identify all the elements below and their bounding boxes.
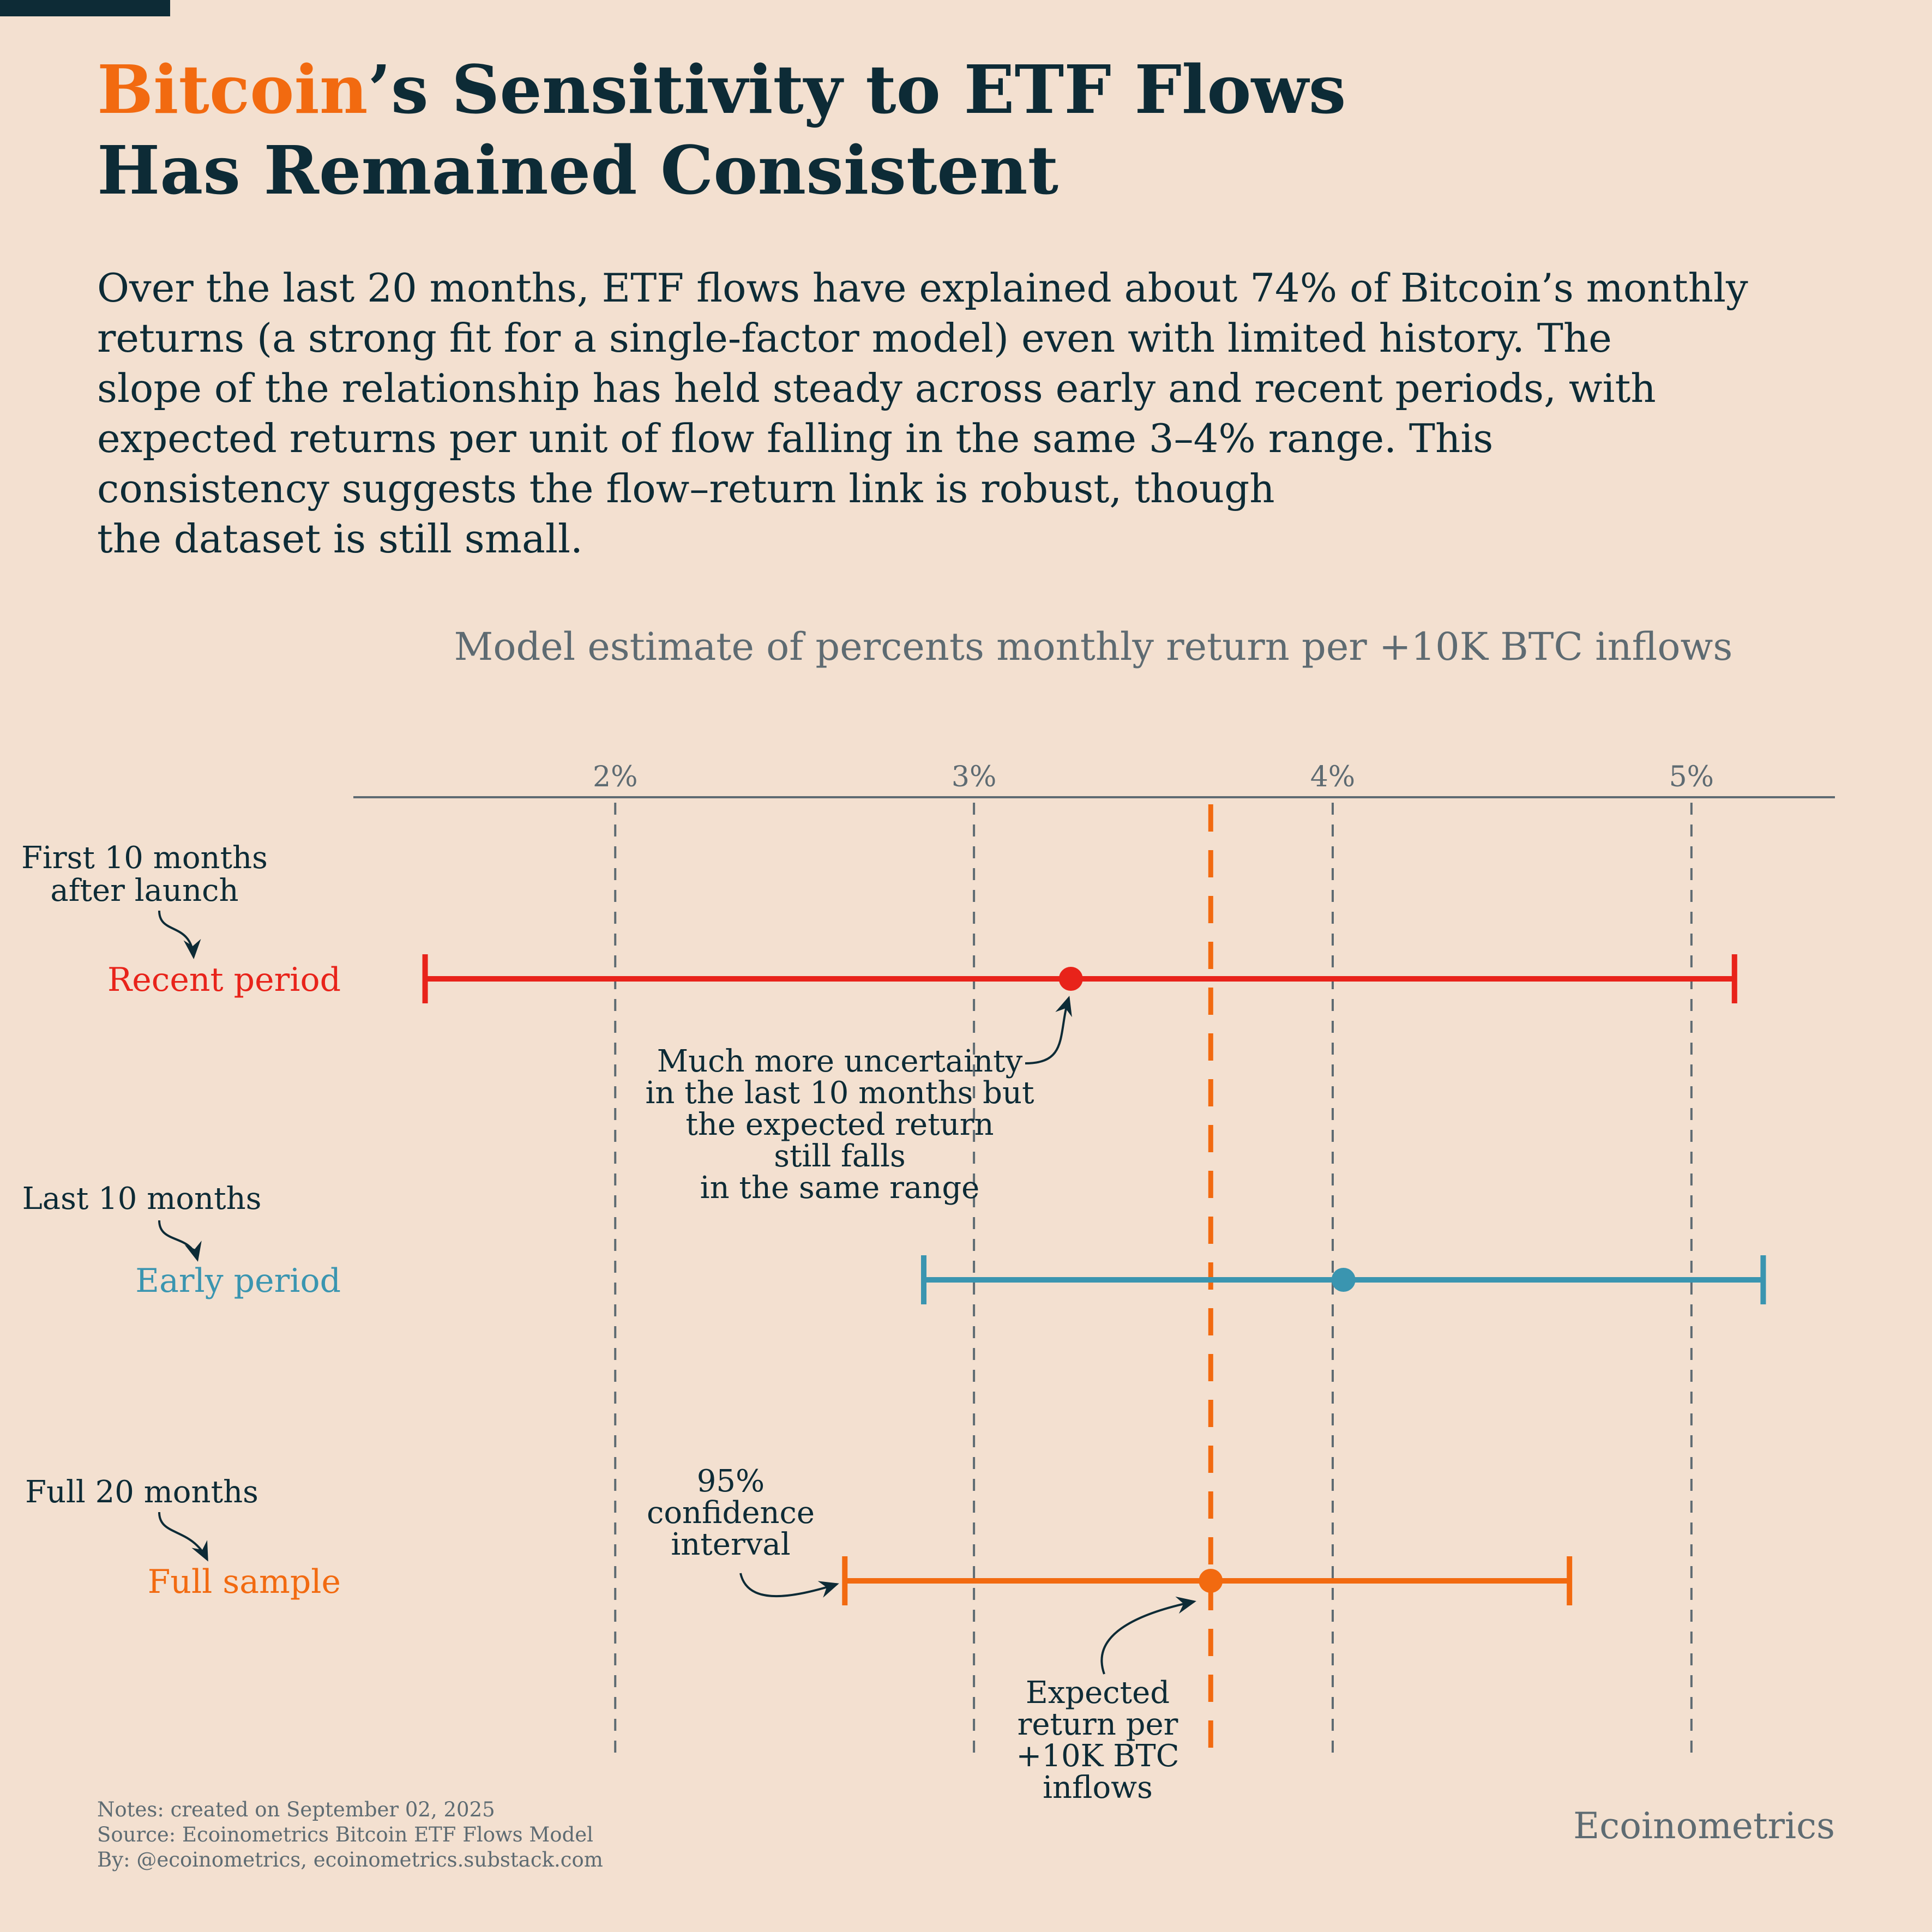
footer-by: By: @ecoinometrics, ecoinometrics.substa…	[97, 1848, 603, 1871]
point-estimate	[1199, 1569, 1223, 1593]
chart-title: Model estimate of percents monthly retur…	[454, 624, 1733, 669]
subtitle-line: expected returns per unit of flow fallin…	[97, 416, 1494, 461]
chart-plot-area: 2% 3% 4% 5% Recent period First 10 months afte…	[21, 761, 1835, 1805]
expected-return-annotation: Expected return per +10K BTC inflows	[1016, 1675, 1179, 1805]
page-title: Bitcoin’s Sensitivity to ETF Flows Has R…	[97, 49, 1842, 210]
title-rest: ’s Sensitivity to ETF Flows	[368, 50, 1346, 129]
last-10-months-note: Last 10 months	[22, 1181, 262, 1217]
early-period-label: Early period	[135, 1262, 341, 1300]
note-arrow	[158, 1512, 208, 1562]
footer-created: Notes: created on September 02, 2025	[97, 1798, 495, 1821]
confidence-interval-arrow	[739, 1573, 839, 1598]
title-line2: Has Remained Consistent	[97, 131, 1058, 209]
footer-notes: Notes: created on September 02, 2025 Sou…	[97, 1797, 603, 1873]
confidence-interval-annotation: 95% confidence interval	[647, 1464, 815, 1562]
subtitle: Over the last 20 months, ETF flows have …	[97, 263, 1831, 564]
subtitle-line: returns (a strong fit for a single-facto…	[97, 315, 1612, 361]
footer-source: Source: Ecoinometrics Bitcoin ETF Flows …	[97, 1823, 593, 1846]
uncertainty-annotation: Much more uncertainty in the last 10 mont…	[645, 1044, 1034, 1206]
note-arrow	[158, 1220, 202, 1262]
corner-accent-bar	[0, 0, 170, 16]
subtitle-line: consistency suggests the flow–return lin…	[97, 466, 1275, 511]
x-tick-label: 2%	[593, 761, 638, 793]
recent-period-label: Recent period	[107, 961, 341, 999]
full-sample-label: Full sample	[148, 1563, 341, 1601]
brand-logo-text: Ecoinometrics	[1573, 1805, 1835, 1847]
x-tick-label: 4%	[1310, 761, 1356, 793]
subtitle-line: Over the last 20 months, ETF flows have …	[97, 265, 1748, 311]
subtitle-line: the dataset is still small.	[97, 516, 583, 562]
expected-return-arrow	[1100, 1596, 1196, 1675]
first-10-months-note: First 10 months after launch	[21, 840, 268, 908]
x-tick-label: 3%	[952, 761, 997, 793]
note-arrow	[158, 910, 201, 959]
x-tick-label: 5%	[1669, 761, 1714, 793]
point-estimate	[1058, 967, 1083, 991]
title-highlight: Bitcoin	[97, 50, 368, 129]
uncertainty-arrow	[1025, 996, 1072, 1064]
point-estimate	[1331, 1268, 1356, 1292]
full-20-months-note: Full 20 months	[25, 1474, 258, 1510]
subtitle-line: slope of the relationship has held stead…	[97, 365, 1656, 411]
